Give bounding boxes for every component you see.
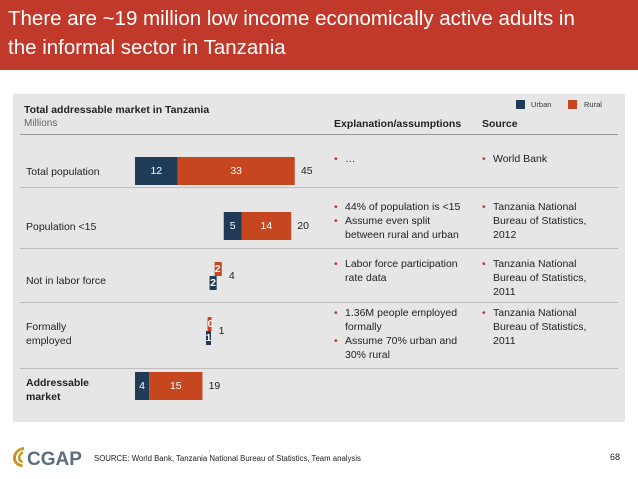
explanation-row-4-bullet-2-line-2: 30% rural (345, 349, 390, 361)
slide-title: There are ~19 million low income economi… (8, 4, 632, 62)
title-bar: There are ~19 million low income economi… (0, 0, 638, 70)
bar-rural-label-2: 14 (261, 220, 273, 232)
explanation-row-2-bullet-2: Assume even split (334, 214, 479, 228)
explanation-row-4-bullet-1-line-2: formally (345, 321, 382, 333)
bar-urban-2 (223, 212, 242, 240)
bar-urban-1 (135, 157, 178, 185)
source-row-1-bullet-1: World Bank (482, 152, 618, 166)
chart-unit: Millions (24, 118, 58, 129)
bar-rural-label-3: 2 (215, 263, 221, 275)
source-header: Source (482, 118, 518, 130)
legend-swatch-urban (516, 100, 525, 109)
bar-urban-label-2: 5 (230, 220, 236, 232)
legend-swatch-rural (568, 100, 577, 109)
bar-rural-3 (214, 262, 222, 276)
bar-rural-1 (177, 157, 295, 185)
cgap-logo: CGAP (13, 447, 82, 470)
bar-urban-label-1: 12 (150, 165, 162, 177)
row-divider-2 (20, 248, 618, 249)
explanation-row-3-bullet-1: Labor force participation (334, 257, 479, 271)
bar-urban-label-3: 2 (210, 277, 216, 289)
source-row-1: World Bank (482, 152, 618, 166)
slide-title-line-2: the informal sector in Tanzania (8, 36, 286, 59)
source-row-3-bullet-1-line-2: Bureau of Statistics, (493, 272, 587, 284)
bar-total-label-3: 4 (229, 270, 235, 282)
source-row-2-bullet-1-line-3: 2012 (493, 229, 517, 241)
bar-rural-5 (149, 372, 203, 400)
header-divider (20, 134, 618, 135)
row-label-addressable-market: Addressable market (26, 377, 90, 403)
row-label-not-in-labor-force: Not in labor force (26, 275, 106, 287)
explanation-row-3-bullet-1-line-2: rate data (345, 272, 387, 284)
bar-rural-label-1: 33 (230, 165, 242, 177)
bar-rural-4 (207, 317, 212, 331)
bar-urban-label-4: 1 (206, 332, 212, 344)
source-row-2-bullet-1: Tanzania National (482, 200, 618, 214)
row-label-population-under-15: Population <15 (26, 221, 97, 233)
explanation-row-4-bullet-1: 1.36M people employed (334, 306, 479, 320)
source-row-3-bullet-1: Tanzania National (482, 257, 618, 271)
explanation-header: Explanation/assumptions (334, 118, 462, 130)
source-row-4-bullet-1-line-3: 2011 (493, 335, 516, 347)
explanation-row-2: 44% of population is <15Assume even spli… (334, 200, 479, 242)
explanation-row-4: 1.36M people employedformallyAssume 70% … (334, 306, 479, 362)
legend-label-rural: Rural (584, 100, 602, 109)
bar-urban-4 (206, 331, 211, 345)
row-label-formally-employed: Formally employed (26, 321, 72, 347)
bar-total-label-4: 1 (219, 325, 225, 337)
explanation-row-1: … (334, 152, 479, 166)
cgap-logo-mark (13, 447, 24, 467)
bar-total-label-2: 20 (297, 220, 309, 232)
bar-total-label-5: 19 (209, 380, 221, 392)
page-number: 68 (610, 452, 621, 462)
source-row-2-bullet-1-line-2: Bureau of Statistics, (493, 215, 587, 227)
explanation-row-2-bullet-2-line-2: between rural and urban (345, 229, 459, 241)
row-label-total-population: Total population (26, 166, 100, 178)
bar-total-label-1: 45 (301, 165, 313, 177)
bar-urban-5 (135, 372, 150, 400)
bar-rural-label-4: 0 (208, 318, 214, 330)
source-row-3-bullet-1-line-3: 2011 (493, 286, 516, 298)
bar-rural-2 (241, 212, 292, 240)
source-footnote: SOURCE: World Bank, Tanzania National Bu… (94, 454, 361, 463)
chart-title: Total addressable market in Tanzania (24, 104, 210, 116)
source-row-4-bullet-1: Tanzania National (482, 306, 618, 320)
explanation-row-1-bullet-1: … (334, 152, 479, 166)
source-row-4-bullet-1-line-2: Bureau of Statistics, (493, 321, 587, 333)
slide-title-line-1: There are ~19 million low income economi… (8, 7, 575, 30)
bar-urban-3 (209, 276, 217, 290)
legend-label-urban: Urban (531, 100, 552, 109)
cgap-logo-mark-inner (18, 451, 23, 463)
row-divider-4 (20, 368, 618, 369)
explanation-row-4-bullet-2: Assume 70% urban and (334, 334, 479, 348)
cgap-logo-text: CGAP (27, 449, 82, 470)
explanation-row-2-bullet-1: 44% of population is <15 (334, 200, 479, 214)
row-divider-3 (20, 302, 618, 303)
row-divider-1 (20, 187, 618, 188)
bar-rural-label-5: 15 (170, 380, 182, 392)
bar-urban-label-5: 4 (139, 380, 145, 392)
